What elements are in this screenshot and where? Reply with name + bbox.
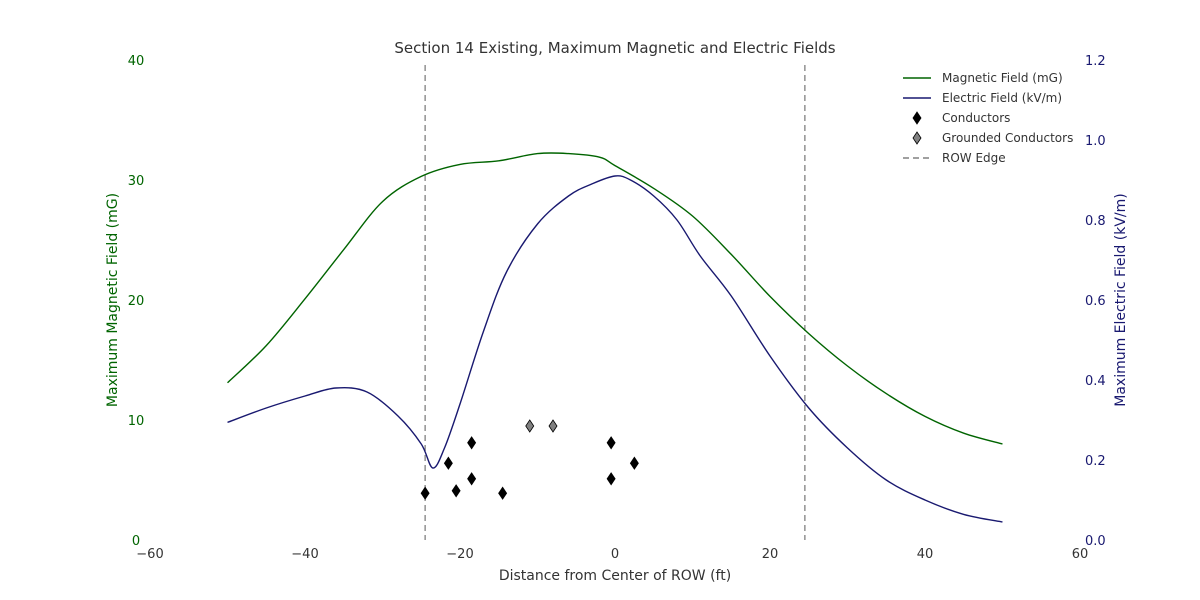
x-axis-label: Distance from Center of ROW (ft) bbox=[499, 568, 731, 584]
legend-electric-label: Electric Field (kV/m) bbox=[942, 91, 1062, 105]
conductor-marker bbox=[443, 456, 453, 470]
right-tick-label: 0.8 bbox=[1085, 214, 1106, 229]
conductor-marker bbox=[498, 486, 508, 500]
x-tick-label: 20 bbox=[762, 547, 779, 562]
conductor-marker bbox=[606, 472, 616, 486]
right-tick-label: 1.0 bbox=[1085, 134, 1106, 149]
x-tick-label: 0 bbox=[611, 547, 619, 562]
right-tick-label: 1.2 bbox=[1085, 54, 1106, 69]
legend: Magnetic Field (mG) Electric Field (kV/m)… bbox=[903, 71, 1073, 165]
legend-row-edge-label: ROW Edge bbox=[942, 151, 1006, 165]
conductor-marker bbox=[451, 484, 461, 498]
grounded-conductor-marker bbox=[548, 419, 558, 433]
x-tick-label: −60 bbox=[136, 547, 163, 562]
chart-title: Section 14 Existing, Maximum Magnetic an… bbox=[394, 39, 835, 57]
x-tick-label: −20 bbox=[446, 547, 473, 562]
conductor-marker bbox=[629, 456, 639, 470]
legend-conductors-swatch bbox=[912, 111, 922, 125]
series-layer bbox=[227, 152, 1003, 523]
x-tick-label: 60 bbox=[1072, 547, 1089, 562]
row-edge-layer bbox=[424, 65, 806, 540]
x-axis-ticks: −60 −40 −20 0 20 40 60 bbox=[136, 547, 1088, 562]
left-tick-label: 10 bbox=[128, 414, 145, 429]
right-axis-ticks: 0.0 0.2 0.4 0.6 0.8 1.0 1.2 bbox=[1085, 54, 1106, 549]
legend-magnetic-label: Magnetic Field (mG) bbox=[942, 71, 1063, 85]
left-tick-label: 40 bbox=[128, 54, 145, 69]
left-axis-ticks: 0 10 20 30 40 bbox=[128, 54, 145, 549]
conductor-marker bbox=[467, 436, 477, 450]
right-tick-label: 0.4 bbox=[1085, 374, 1106, 389]
legend-conductors-label: Conductors bbox=[942, 111, 1010, 125]
marker-layer bbox=[420, 419, 639, 500]
conductor-marker bbox=[467, 472, 477, 486]
magnetic-field-line bbox=[227, 152, 1003, 445]
grounded-conductor-marker bbox=[525, 419, 535, 433]
right-tick-label: 0.0 bbox=[1085, 534, 1106, 549]
left-tick-label: 30 bbox=[128, 174, 145, 189]
conductor-marker bbox=[420, 486, 430, 500]
right-tick-label: 0.2 bbox=[1085, 454, 1106, 469]
x-tick-label: 40 bbox=[917, 547, 934, 562]
legend-grounded-conductors-label: Grounded Conductors bbox=[942, 131, 1073, 145]
electric-field-line bbox=[227, 175, 1003, 523]
conductor-marker bbox=[606, 436, 616, 450]
left-axis-label: Maximum Magnetic Field (mG) bbox=[105, 193, 121, 407]
x-tick-label: −40 bbox=[291, 547, 318, 562]
right-axis-label: Maximum Electric Field (kV/m) bbox=[1113, 193, 1129, 407]
legend-grounded-conductors-swatch bbox=[912, 131, 922, 145]
left-tick-label: 20 bbox=[128, 294, 145, 309]
right-tick-label: 0.6 bbox=[1085, 294, 1106, 309]
left-tick-label: 0 bbox=[132, 534, 140, 549]
